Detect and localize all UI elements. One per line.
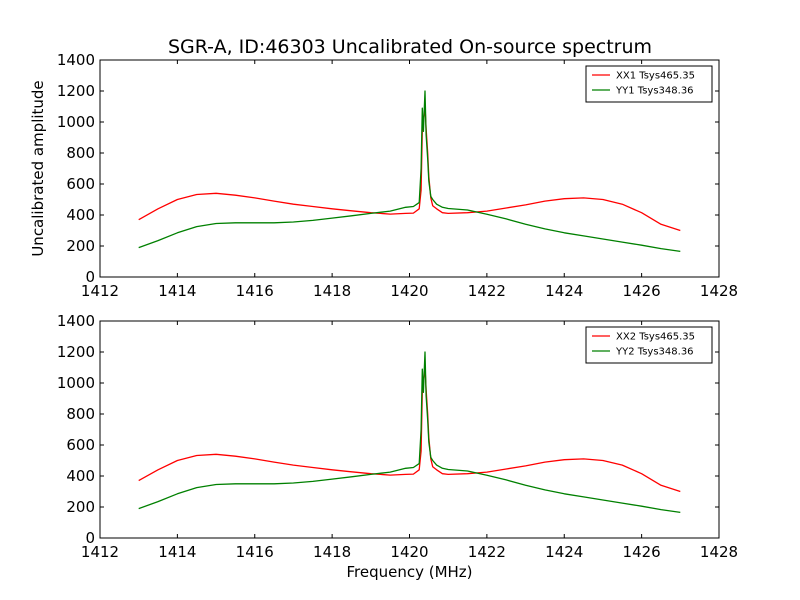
legend-label: XX2 Tsys465.35 (616, 332, 695, 343)
x-tick-label: 1414 (158, 282, 196, 300)
x-tick-label: 1428 (700, 543, 738, 561)
x-tick-label: 1422 (468, 282, 506, 300)
x-tick-label: 1426 (623, 282, 661, 300)
y-tick-label: 1000 (57, 113, 95, 131)
x-tick-label: 1420 (390, 282, 428, 300)
x-tick-label: 1416 (236, 543, 274, 561)
series-line-yy1 (138, 90, 681, 253)
x-tick-label: 1422 (468, 543, 506, 561)
legend-label: YY2 Tsys348.36 (615, 347, 694, 358)
y-axis-label: Uncalibrated amplitude (29, 80, 47, 256)
x-tick-label: 1420 (390, 543, 428, 561)
y-tick-label: 1400 (57, 51, 95, 69)
x-tick-label: 1412 (81, 543, 119, 561)
legend: XX2 Tsys465.35 YY2 Tsys348.36 (585, 326, 713, 364)
x-tick-label: 1428 (700, 282, 738, 300)
legend-label: YY1 Tsys348.36 (615, 86, 694, 97)
y-tick-label: 0 (85, 529, 95, 547)
x-tick-label: 1426 (623, 543, 661, 561)
y-tick-label: 600 (66, 175, 95, 193)
legend-label: XX1 Tsys465.35 (616, 71, 695, 82)
y-tick-label: 1000 (57, 374, 95, 392)
y-tick-label: 800 (66, 405, 95, 423)
series-line-xx1 (138, 105, 681, 232)
x-tick-label: 1414 (158, 543, 196, 561)
y-tick-label: 200 (66, 237, 95, 255)
y-tick-label: 800 (66, 144, 95, 162)
x-tick-label: 1418 (313, 543, 351, 561)
x-tick-label: 1424 (545, 543, 583, 561)
x-tick-label: 1412 (81, 282, 119, 300)
y-tick-label: 600 (66, 436, 95, 454)
x-tick-label: 1418 (313, 282, 351, 300)
chart-panel-1: 1412 1414 1416 1418 1420 1422 1424 1426 1428 0 200… (29, 51, 738, 300)
figure-title: SGR-A, ID:46303 Uncalibrated On-source s… (168, 36, 652, 58)
series-line-xx2 (138, 366, 681, 493)
x-tick-label: 1424 (545, 282, 583, 300)
y-tick-label: 200 (66, 498, 95, 516)
legend-box (585, 326, 713, 364)
series-line-yy2 (138, 351, 681, 514)
y-tick-label: 0 (85, 268, 95, 286)
legend-box (585, 65, 713, 103)
y-tick-label: 1200 (57, 82, 95, 100)
x-tick-label: 1416 (236, 282, 274, 300)
y-tick-label: 1200 (57, 343, 95, 361)
x-axis-label: Frequency (MHz) (346, 563, 472, 581)
y-tick-label: 1400 (57, 312, 95, 330)
legend: XX1 Tsys465.35 YY1 Tsys348.36 (585, 65, 713, 103)
chart-panel-2: 1412 1414 1416 1418 1420 1422 1424 1426 1428 0 200… (57, 312, 738, 581)
y-tick-label: 400 (66, 206, 95, 224)
y-tick-label: 400 (66, 467, 95, 485)
